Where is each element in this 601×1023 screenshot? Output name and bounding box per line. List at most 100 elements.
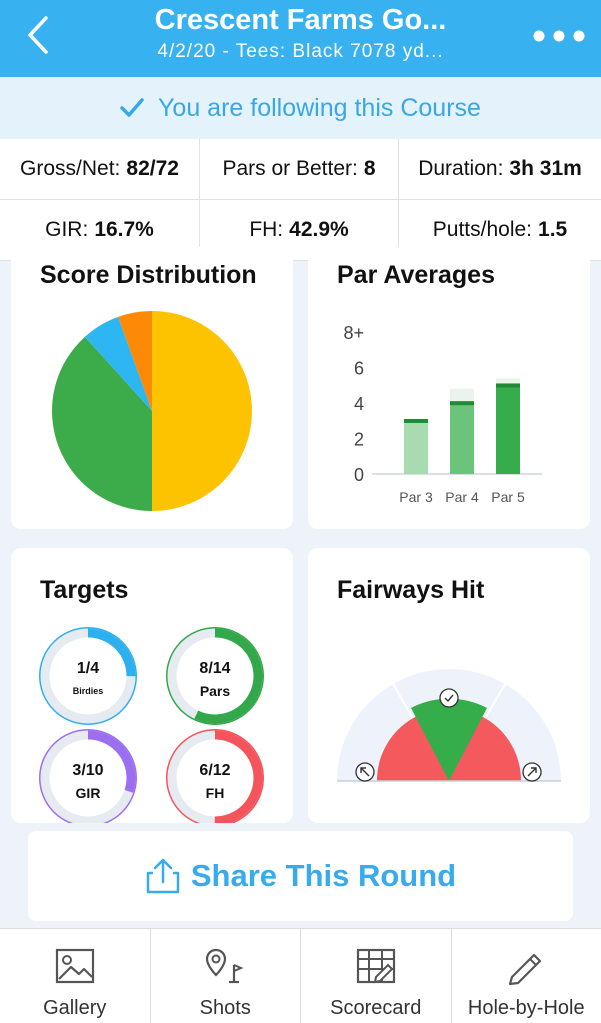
arrow-left-line — [360, 767, 370, 777]
pie-slice — [52, 336, 152, 511]
target-label: GIR — [76, 785, 101, 801]
back-button[interactable] — [22, 14, 62, 58]
gauge-miss-left — [376, 713, 449, 781]
card-title: Fairways Hit — [337, 576, 485, 604]
stat-gir: GIR: 16.7% — [0, 200, 200, 260]
stat-value: 8 — [363, 157, 376, 180]
pie-slice — [84, 316, 152, 411]
target-ring-outer — [39, 729, 137, 823]
y-tick-label: 6 — [354, 359, 364, 379]
target-ring-outer — [166, 627, 264, 725]
nav-gallery[interactable]: Gallery — [0, 929, 151, 1023]
pencil-icon — [509, 953, 542, 985]
stat-value: 82/72 — [126, 157, 179, 180]
target-ring-progress — [40, 628, 136, 724]
stat-duration: Duration: 3h 31m — [399, 139, 601, 199]
more-dots-icon — [533, 30, 585, 42]
arrow-right-line — [527, 767, 537, 777]
stat-label: Pars or Better: — [222, 157, 358, 180]
stat-label: FH: — [249, 218, 284, 241]
x-tick-label: Par 3 — [399, 489, 433, 505]
par-averages-card[interactable]: Par Averages 0 2 4 6 8+ Par 3 Par 4 Par 5 — [308, 247, 590, 529]
target-label: FH — [206, 785, 225, 801]
bar-cap — [450, 401, 474, 406]
bar-cap — [496, 383, 520, 388]
x-tick-label: Par 4 — [445, 489, 479, 505]
target-ring-progress — [40, 730, 136, 823]
target-value: 8/14 — [199, 660, 230, 677]
target-label: Birdies — [73, 686, 104, 696]
target-ring-outer — [39, 627, 137, 725]
x-tick-label: Par 5 — [491, 489, 525, 505]
round-stats: Gross/Net: 82/72 Pars or Better: 8 Duratio… — [0, 139, 601, 261]
course-title: Crescent Farms Go... — [154, 4, 447, 36]
stat-label: Duration: — [418, 157, 504, 180]
share-icon — [146, 858, 180, 894]
bar — [496, 383, 520, 474]
shots-icon — [206, 948, 244, 984]
targets-card[interactable]: Targets 1/4 Birdies 8/14 Pars 3/10 GIR 6/12 FH — [11, 548, 293, 823]
card-title: Par Averages — [337, 261, 495, 289]
gauge-miss-right — [449, 713, 522, 781]
score-pie-chart — [52, 311, 252, 511]
pie-slice — [118, 311, 152, 411]
arrow-left-head — [360, 767, 366, 773]
checkmark-icon — [120, 98, 144, 117]
target-value: 3/10 — [72, 762, 103, 779]
follow-banner[interactable]: You are following this Course — [0, 77, 601, 139]
more-options-button[interactable] — [531, 26, 587, 46]
check-mark — [444, 694, 454, 703]
y-tick-label: 8+ — [343, 323, 364, 343]
top-header: Crescent Farms Go... 4/2/20 - Tees: Blac… — [0, 0, 601, 77]
pie-slice — [152, 311, 252, 511]
y-tick-label: 0 — [354, 465, 364, 485]
share-label: Share This Round — [190, 858, 457, 893]
stats-row: Gross/Net: 82/72 Pars or Better: 8 Duratio… — [0, 139, 601, 200]
nav-label: Shots — [199, 997, 251, 1019]
stat-putts: Putts/hole: 1.5 — [399, 200, 601, 260]
gallery-icon — [55, 948, 94, 984]
nav-scorecard[interactable]: Scorecard — [301, 929, 452, 1023]
fairways-hit-card[interactable]: Fairways Hit — [308, 548, 590, 823]
stat-value: 3h 31m — [509, 157, 582, 180]
bar — [404, 418, 428, 474]
bar-cap — [404, 418, 428, 423]
stat-label: GIR: — [45, 218, 89, 241]
round-subtitle: 4/2/20 - Tees: Black 7078 yd... — [157, 41, 444, 62]
targets-rings: 1/4 Birdies 8/14 Pars 3/10 GIR 6/12 FH — [39, 627, 264, 823]
nav-shots[interactable]: Shots — [151, 929, 301, 1023]
nav-label: Hole-by-Hole — [467, 997, 585, 1019]
nav-label: Scorecard — [330, 997, 422, 1019]
score-distribution-card[interactable]: Score Distribution — [11, 247, 293, 529]
stat-gross-net: Gross/Net: 82/72 — [0, 139, 200, 199]
y-tick-label: 4 — [354, 394, 364, 414]
stat-pars-or-better: Pars or Better: 8 — [200, 139, 399, 199]
stat-label: Gross/Net: — [20, 157, 121, 180]
share-round-button[interactable]: Share This Round — [28, 831, 573, 921]
stat-value: 16.7% — [94, 218, 154, 241]
stat-label: Putts/hole: — [432, 218, 533, 241]
target-label: Pars — [200, 683, 231, 699]
chevron-left-icon — [28, 16, 48, 54]
scorecard-icon — [356, 948, 395, 984]
nav-label: Gallery — [43, 997, 107, 1019]
card-title: Score Distribution — [40, 261, 257, 289]
stats-row: GIR: 16.7% FH: 42.9% Putts/hole: 1.5 — [0, 200, 601, 261]
arrow-right-head — [531, 767, 537, 773]
target-ring-progress — [167, 730, 263, 823]
target-value: 6/12 — [199, 762, 230, 779]
bar — [450, 401, 474, 474]
nav-hole-by-hole[interactable]: Hole-by-Hole — [452, 929, 601, 1023]
y-tick-label: 2 — [354, 430, 364, 450]
stat-value: 42.9% — [289, 218, 349, 241]
stat-fh: FH: 42.9% — [200, 200, 399, 260]
follow-text: You are following this Course — [158, 93, 481, 122]
par-averages-chart: 0 2 4 6 8+ Par 3 Par 4 Par 5 — [343, 323, 542, 505]
card-title: Targets — [40, 576, 129, 604]
bottom-nav: Gallery Shots Scorecard Hole-by-Hole — [0, 928, 601, 1023]
gauge-hit — [411, 698, 487, 781]
fairways-gauge — [337, 669, 561, 782]
target-ring-progress — [167, 628, 263, 724]
target-ring-outer — [166, 729, 264, 823]
check-icon — [439, 688, 459, 708]
